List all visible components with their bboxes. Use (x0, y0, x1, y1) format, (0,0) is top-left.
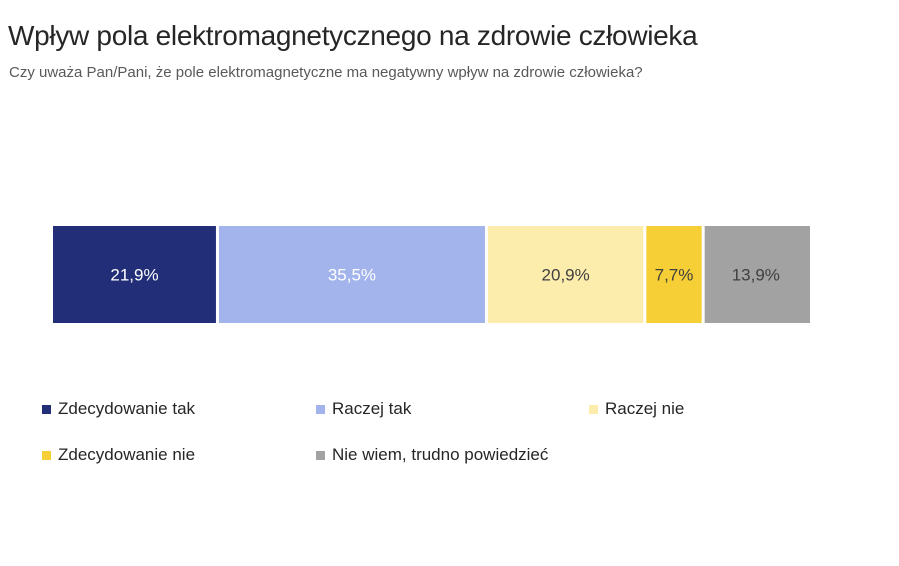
bar-segment-4 (646, 226, 702, 323)
chart-title: Wpływ pola elektromagnetycznego na zdrow… (8, 20, 698, 51)
bar-data-label-2: 35,5% (328, 266, 376, 285)
bar-data-label-4: 7,7% (655, 266, 694, 285)
bar-data-label-5: 13,9% (732, 266, 780, 285)
bar-segment-5 (704, 226, 810, 323)
chart-subtitle: Czy uważa Pan/Pani, że pole elektromagne… (9, 64, 643, 81)
bar-data-label-3: 20,9% (542, 266, 590, 285)
bar-segment-1 (53, 226, 216, 323)
bar-data-label-1: 21,9% (110, 266, 158, 285)
bar-segment-3 (487, 226, 644, 323)
bar-segment-2 (218, 226, 485, 323)
